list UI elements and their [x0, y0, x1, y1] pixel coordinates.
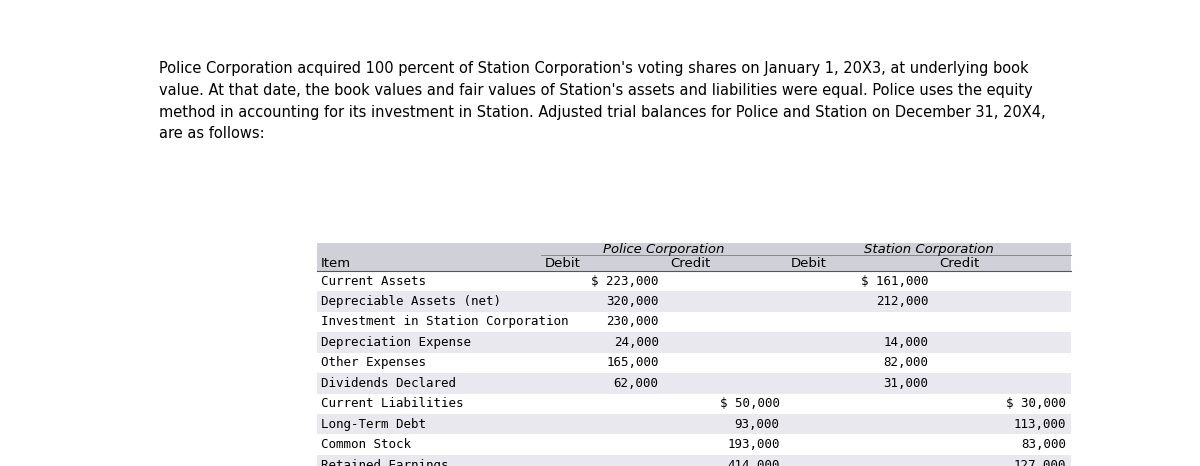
Text: $ 223,000: $ 223,000 — [592, 274, 659, 288]
Text: 193,000: 193,000 — [727, 438, 780, 451]
Text: 212,000: 212,000 — [876, 295, 929, 308]
Text: 113,000: 113,000 — [1014, 418, 1066, 431]
FancyBboxPatch shape — [317, 312, 1070, 332]
Text: Depreciable Assets (net): Depreciable Assets (net) — [322, 295, 502, 308]
FancyBboxPatch shape — [317, 353, 1070, 373]
Text: Item: Item — [322, 257, 352, 270]
FancyBboxPatch shape — [317, 414, 1070, 434]
Text: 83,000: 83,000 — [1021, 438, 1066, 451]
Text: 165,000: 165,000 — [606, 356, 659, 370]
FancyBboxPatch shape — [317, 394, 1070, 414]
Text: 31,000: 31,000 — [883, 377, 929, 390]
FancyBboxPatch shape — [317, 332, 1070, 353]
Text: Current Liabilities: Current Liabilities — [322, 397, 463, 410]
FancyBboxPatch shape — [317, 255, 1070, 271]
FancyBboxPatch shape — [317, 455, 1070, 466]
Text: Long-Term Debt: Long-Term Debt — [322, 418, 426, 431]
Text: Credit: Credit — [670, 257, 710, 270]
FancyBboxPatch shape — [317, 373, 1070, 394]
Text: Station Corporation: Station Corporation — [864, 243, 994, 256]
Text: 127,000: 127,000 — [1014, 459, 1066, 466]
Text: Depreciation Expense: Depreciation Expense — [322, 336, 472, 349]
Text: Current Assets: Current Assets — [322, 274, 426, 288]
Text: Other Expenses: Other Expenses — [322, 356, 426, 370]
Text: Debit: Debit — [791, 257, 827, 270]
Text: Police Corporation: Police Corporation — [604, 243, 725, 256]
FancyBboxPatch shape — [317, 271, 1070, 291]
Text: 14,000: 14,000 — [883, 336, 929, 349]
FancyBboxPatch shape — [317, 291, 1070, 312]
Text: 230,000: 230,000 — [606, 315, 659, 329]
FancyBboxPatch shape — [317, 243, 1070, 255]
Text: 24,000: 24,000 — [613, 336, 659, 349]
Text: 320,000: 320,000 — [606, 295, 659, 308]
FancyBboxPatch shape — [317, 434, 1070, 455]
Text: Debit: Debit — [545, 257, 580, 270]
Text: Police Corporation acquired 100 percent of Station Corporation's voting shares o: Police Corporation acquired 100 percent … — [160, 62, 1046, 141]
Text: Retained Earnings: Retained Earnings — [322, 459, 449, 466]
Text: Common Stock: Common Stock — [322, 438, 412, 451]
Text: $ 30,000: $ 30,000 — [1006, 397, 1066, 410]
Text: $ 50,000: $ 50,000 — [720, 397, 780, 410]
Text: Dividends Declared: Dividends Declared — [322, 377, 456, 390]
Text: 93,000: 93,000 — [734, 418, 780, 431]
Text: 414,000: 414,000 — [727, 459, 780, 466]
Text: Investment in Station Corporation: Investment in Station Corporation — [322, 315, 569, 329]
Text: 82,000: 82,000 — [883, 356, 929, 370]
Text: $ 161,000: $ 161,000 — [860, 274, 929, 288]
Text: Credit: Credit — [940, 257, 980, 270]
Text: 62,000: 62,000 — [613, 377, 659, 390]
